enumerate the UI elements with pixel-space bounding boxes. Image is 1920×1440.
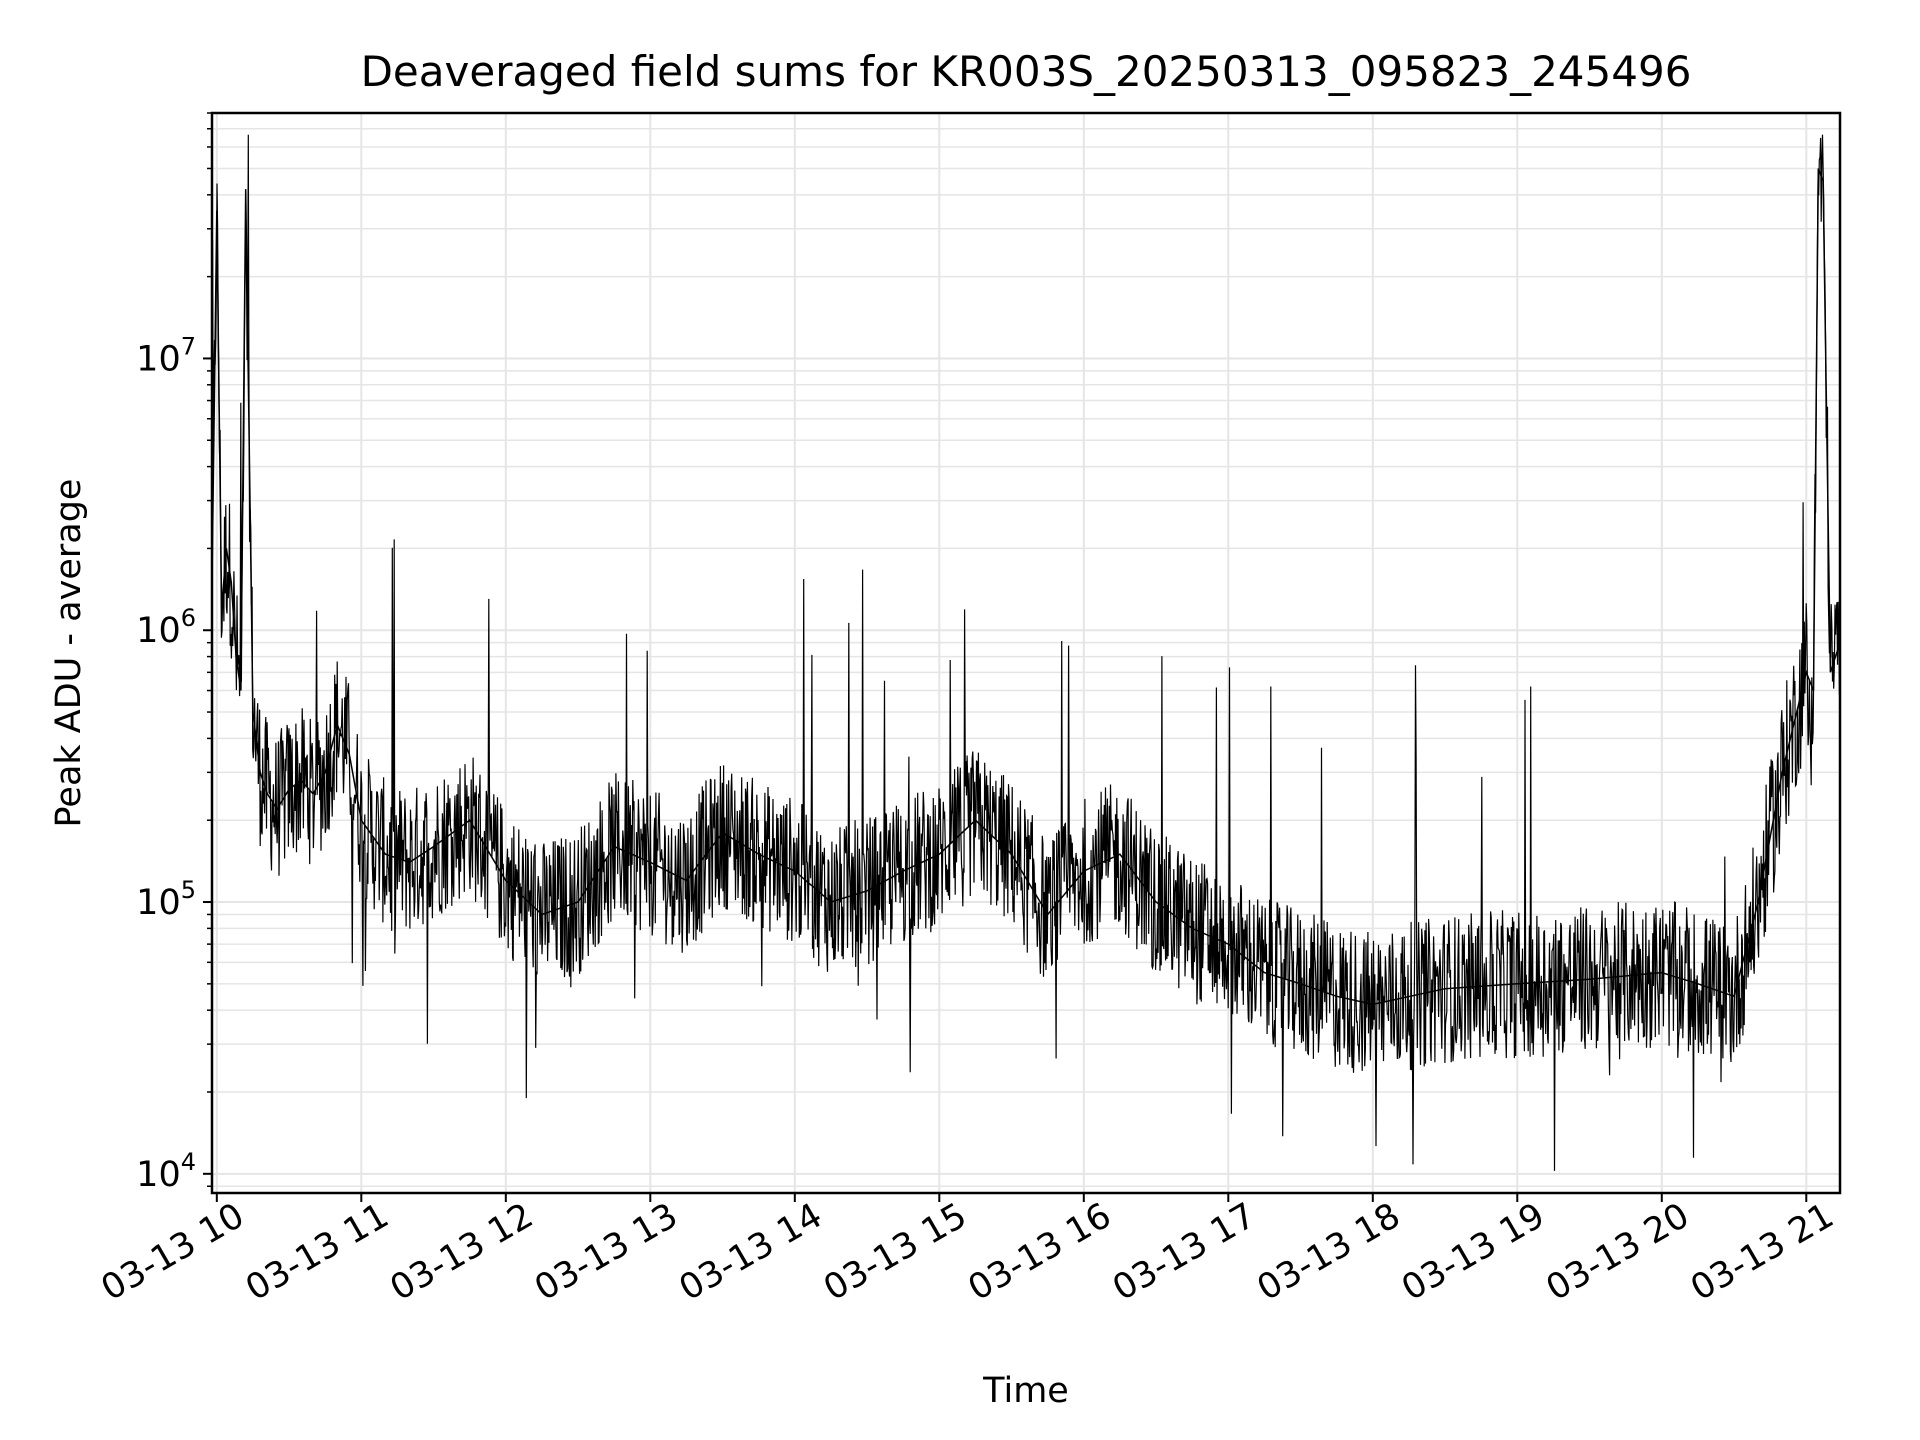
y-tick-label: 106 <box>136 604 196 651</box>
plot-frame <box>210 111 1842 1195</box>
y-tick-label: 107 <box>136 332 196 379</box>
grid <box>212 112 1840 1193</box>
y-axis-label: Peak ADU - average <box>49 479 89 828</box>
series-line <box>211 168 1841 1006</box>
series-line-noise <box>211 134 1841 1171</box>
x-axis-label: Time <box>982 1371 1069 1411</box>
chart-title: Deaveraged field sums for KR003S_2025031… <box>361 47 1692 96</box>
y-tick-label: 104 <box>136 1148 196 1195</box>
data-line-series <box>211 134 1841 1171</box>
y-tick-label: 105 <box>136 876 196 923</box>
